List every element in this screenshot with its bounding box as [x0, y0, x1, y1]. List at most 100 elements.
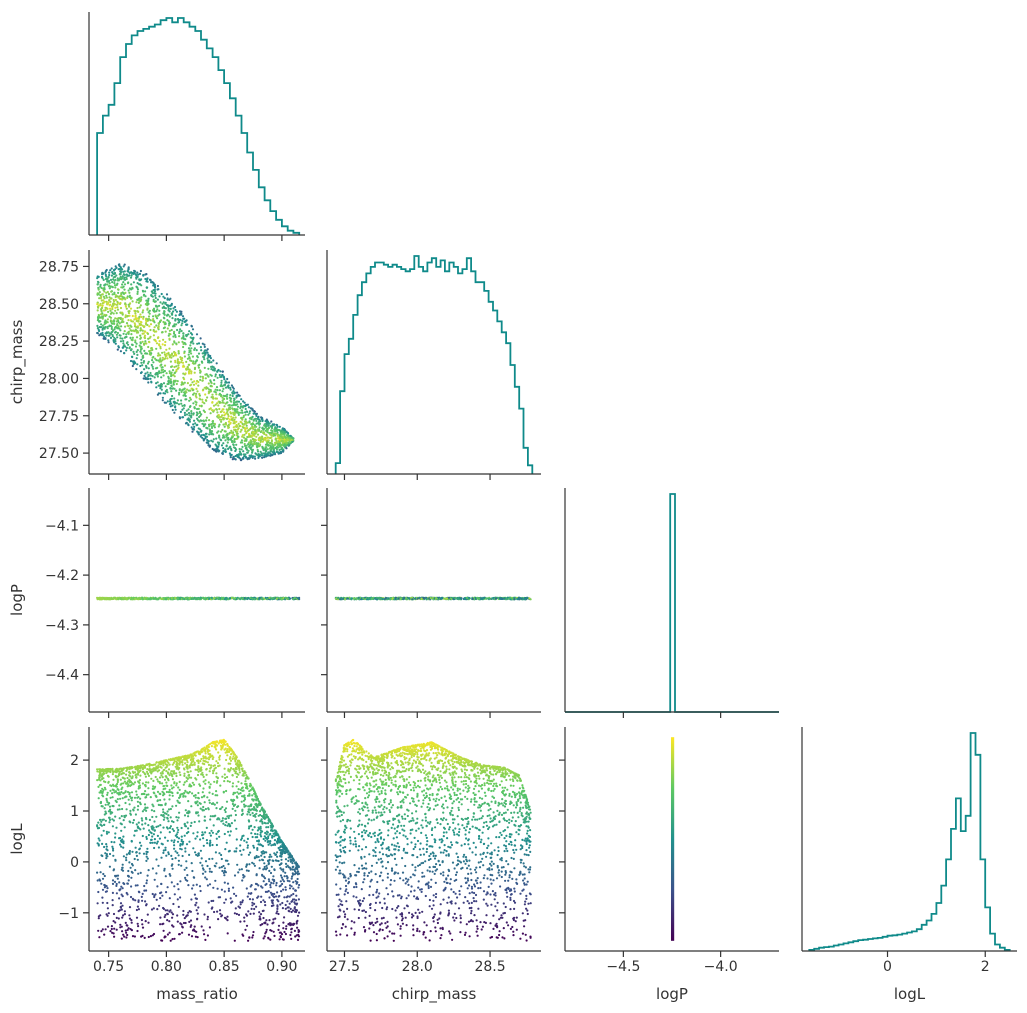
scatter-point	[121, 283, 124, 286]
scatter-point	[120, 286, 123, 289]
scatter-point	[98, 329, 101, 333]
scatter-point	[158, 309, 161, 312]
scatter-point	[108, 332, 111, 335]
scatter-point	[181, 340, 184, 343]
scatter-point	[279, 451, 283, 454]
histogram-step-line	[96, 17, 301, 235]
scatter-point	[221, 399, 224, 402]
scatter-point	[103, 288, 106, 291]
scatter-point	[197, 419, 200, 422]
scatter-point	[100, 930, 103, 933]
scatter-point	[154, 314, 157, 317]
scatter-point	[135, 329, 138, 332]
scatter-point	[165, 388, 168, 392]
scatter-point	[140, 278, 143, 281]
scatter-point	[183, 355, 186, 358]
scatter-point	[215, 393, 218, 396]
scatter-point	[133, 806, 136, 809]
scatter-point	[296, 919, 299, 923]
scatter-point	[189, 344, 192, 347]
scatter-point	[253, 424, 257, 427]
scatter-point	[435, 596, 438, 600]
scatter-point	[154, 357, 157, 360]
scatter-point	[203, 366, 206, 369]
scatter-point	[457, 597, 460, 600]
scatter-point	[101, 333, 104, 336]
scatter-point	[137, 273, 140, 276]
scatter-point	[142, 360, 146, 363]
histogram-step-line	[334, 255, 534, 474]
scatter-point	[411, 598, 414, 601]
scatter-point	[251, 828, 254, 831]
scatter-point	[125, 597, 128, 601]
scatter-point	[291, 866, 294, 869]
scatter-point	[270, 425, 273, 428]
y-tick-label: 27.75	[39, 409, 79, 425]
scatter-point	[196, 407, 199, 411]
scatter-point	[175, 323, 178, 326]
scatter-point	[172, 324, 175, 327]
scatter-point	[124, 298, 127, 301]
scatter-point	[205, 416, 208, 419]
scatter-point	[105, 296, 108, 299]
scatter-point	[254, 417, 257, 420]
scatter-point	[122, 339, 125, 343]
scatter-point	[159, 319, 163, 322]
scatter-point	[215, 408, 218, 411]
scatter-point	[253, 455, 256, 458]
scatter-point	[194, 394, 197, 397]
scatter-point	[99, 285, 102, 288]
scatter-point	[101, 888, 105, 891]
scatter-point	[123, 263, 126, 266]
scatter-point	[121, 317, 124, 320]
scatter-point	[218, 392, 221, 395]
scatter-point	[127, 268, 130, 271]
scatter-point	[107, 292, 110, 295]
scatter-point	[108, 304, 111, 307]
scatter-point	[103, 290, 106, 293]
y-axis-label: logP	[8, 584, 26, 616]
scatter-point	[190, 383, 193, 386]
scatter-point	[269, 444, 272, 447]
scatter-point	[204, 876, 207, 879]
scatter-point	[282, 888, 285, 891]
scatter-point	[161, 351, 164, 354]
scatter-point	[154, 596, 157, 600]
scatter-point	[141, 324, 144, 327]
scatter-point	[196, 912, 199, 915]
scatter-point	[215, 862, 218, 865]
scatter-point	[148, 278, 152, 281]
scatter-point	[128, 305, 131, 308]
scatter-point	[241, 445, 244, 448]
scatter-point	[106, 925, 110, 928]
scatter-point	[278, 425, 281, 428]
scatter-point	[192, 423, 195, 426]
scatter-point	[276, 433, 279, 436]
scatter-point	[237, 913, 241, 917]
scatter-point	[174, 308, 177, 312]
scatter-point	[190, 352, 193, 355]
scatter-point	[233, 440, 236, 443]
scatter-point	[152, 318, 155, 321]
scatter-point	[124, 291, 127, 294]
scatter-point	[159, 392, 162, 395]
scatter-point	[124, 305, 127, 308]
scatter-point	[214, 397, 217, 400]
scatter-point	[125, 349, 128, 352]
scatter-point	[199, 346, 202, 349]
scatter-point	[143, 772, 146, 775]
scatter-point	[229, 897, 232, 900]
scatter-point	[263, 452, 266, 455]
scatter-point	[149, 335, 152, 338]
scatter-point	[244, 418, 247, 421]
scatter-point	[236, 425, 239, 428]
scatter-point	[153, 820, 156, 823]
scatter-point	[240, 800, 243, 803]
scatter-point	[167, 309, 170, 312]
scatter-point	[201, 342, 204, 345]
scatter-point	[297, 886, 300, 889]
scatter-point	[223, 384, 226, 387]
scatter-point	[148, 353, 151, 356]
scatter-point	[128, 287, 131, 290]
scatter-point	[274, 438, 277, 441]
